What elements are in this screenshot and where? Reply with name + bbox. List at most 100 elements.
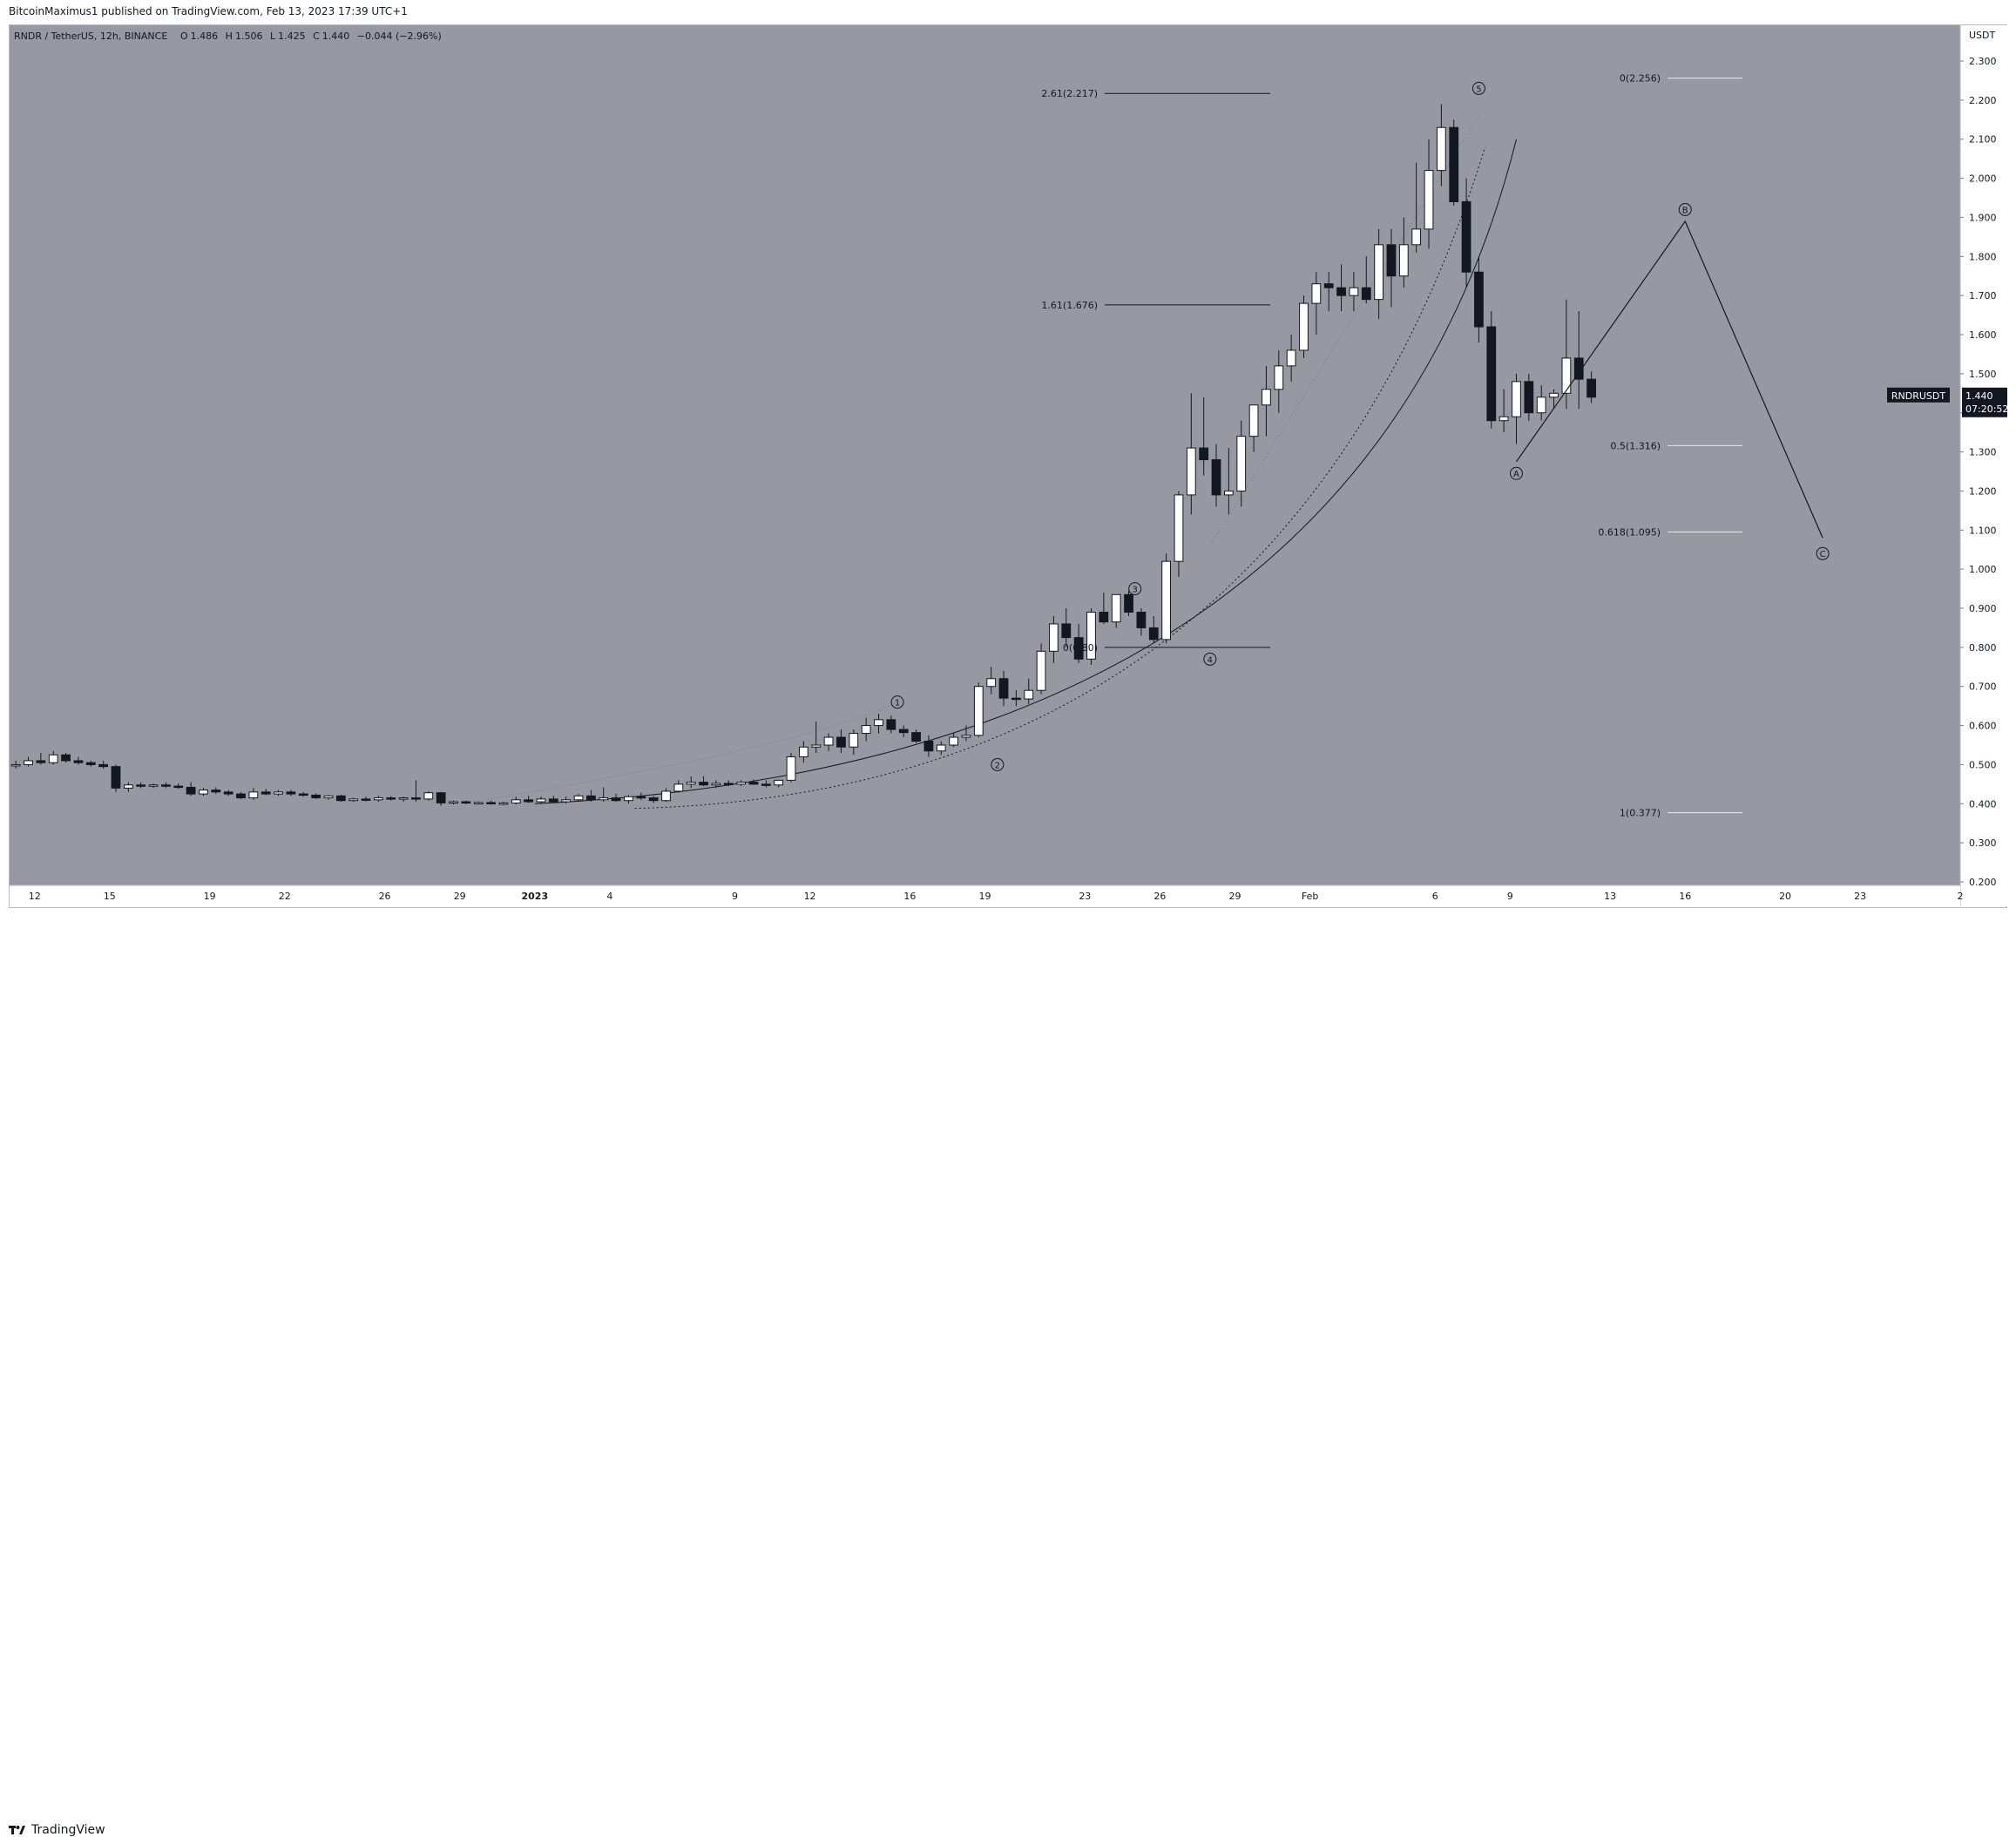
candle-down xyxy=(1061,623,1072,639)
candle-down xyxy=(1449,126,1459,202)
fib-extension-label: 2.61(2.217) xyxy=(1041,88,1098,99)
candle-down xyxy=(73,760,84,763)
candle-down xyxy=(699,782,708,786)
candle-up xyxy=(1174,494,1184,562)
candle-down xyxy=(335,795,346,802)
y-axis-tick-label: 0.300 xyxy=(1969,837,1997,849)
candle-up xyxy=(973,686,984,736)
candle-down xyxy=(486,802,496,804)
wave-label-circle xyxy=(991,757,1005,771)
candle-up xyxy=(686,782,696,785)
candle-up xyxy=(123,784,133,789)
candle-up xyxy=(1161,560,1171,641)
candle-up xyxy=(1049,623,1059,652)
y-axis-tick-label: 0.500 xyxy=(1969,759,1997,770)
candle-down xyxy=(186,786,196,795)
y-axis-tick-label: 1.800 xyxy=(1969,251,1997,262)
candle-up xyxy=(799,746,808,757)
x-axis-tick-label: 9 xyxy=(732,891,738,902)
candle-up xyxy=(624,796,633,802)
y-axis-unit: USDT xyxy=(1969,30,1996,41)
open-label: O xyxy=(180,31,188,42)
wave-label: 2 xyxy=(995,761,1000,770)
candle-down xyxy=(461,801,471,804)
published-by-text: BitcoinMaximus1 published on TradingView… xyxy=(9,5,408,17)
y-axis-tick-label: 1.300 xyxy=(1969,447,1997,458)
candle-up xyxy=(661,790,671,802)
tradingview-logo-text: TradingView xyxy=(31,1823,105,1837)
candle-down xyxy=(311,794,321,799)
candle-up xyxy=(24,760,33,765)
x-axis-tick-label: 19 xyxy=(204,891,216,902)
wave-label: A xyxy=(1513,470,1519,479)
candle-up xyxy=(423,792,434,800)
y-axis-tick-label: 1.200 xyxy=(1969,485,1997,497)
candle-up xyxy=(248,791,259,799)
candle-down xyxy=(911,732,921,742)
candle-down xyxy=(611,797,621,802)
candle-up xyxy=(936,744,946,752)
high-label: H xyxy=(226,31,233,42)
y-axis-tick-label: 1.900 xyxy=(1969,212,1997,223)
candle-down xyxy=(236,793,246,799)
candle-down xyxy=(1461,200,1471,273)
candle-down xyxy=(586,795,596,801)
parabolic-curve xyxy=(534,139,1517,804)
x-axis-tick-label: 15 xyxy=(104,891,116,902)
low-label: L xyxy=(270,31,276,42)
candle-down xyxy=(1573,357,1584,380)
tradingview-logo-icon xyxy=(9,1826,25,1834)
x-axis-tick-label: 20 xyxy=(1779,891,1791,902)
candle-down xyxy=(85,762,96,765)
wave5-trendline xyxy=(1209,115,1479,546)
candle-up xyxy=(673,783,684,792)
legend-ohlc: O 1.486 H 1.506 L 1.425 C 1.440 −0.044 (−2.9… xyxy=(180,31,442,42)
x-axis-tick-label: 16 xyxy=(1679,891,1691,902)
y-axis-tick-label: 2.000 xyxy=(1969,173,1997,185)
candle-up xyxy=(1274,365,1284,390)
y-axis-tick-label: 2.100 xyxy=(1969,134,1997,146)
candle-down xyxy=(1474,271,1484,328)
candle-up xyxy=(573,795,584,801)
x-axis-tick-label: 4 xyxy=(606,891,612,902)
parabolic-support-curve xyxy=(634,146,1486,810)
candle-down xyxy=(1073,637,1084,660)
candle-up xyxy=(1286,349,1296,367)
candle-down xyxy=(436,792,446,803)
symbol-pair-label: RNDR / TetherUS, 12h, BINANCE xyxy=(14,31,167,42)
candle-down xyxy=(1148,627,1159,641)
x-axis-tick-label: 29 xyxy=(454,891,466,902)
candle-up xyxy=(498,802,509,805)
wave-label-circle xyxy=(1678,202,1692,216)
candle-up xyxy=(1349,287,1359,296)
x-axis-tick-label: 2 xyxy=(1958,891,1964,902)
tradingview-logo[interactable]: TradingView xyxy=(9,1823,105,1837)
candle-down xyxy=(1386,244,1397,277)
candle-down xyxy=(1524,381,1534,414)
candle-up xyxy=(1498,416,1509,422)
candle-up xyxy=(986,678,997,688)
candle-down xyxy=(386,797,396,800)
candle-down xyxy=(548,798,558,803)
y-axis-tick-label: 1.000 xyxy=(1969,564,1997,575)
y-axis-tick-label: 1.500 xyxy=(1969,369,1997,380)
candle-down xyxy=(111,766,121,789)
candle-up xyxy=(1299,302,1309,351)
wave-label: 4 xyxy=(1208,655,1213,665)
wave-label-circle xyxy=(1128,582,1142,596)
candle-down xyxy=(998,678,1009,699)
candle-down xyxy=(723,783,734,785)
candle-down xyxy=(1124,593,1133,613)
price-chart[interactable]: 2.61(2.217) 1.61(1.676) 0(0.80) 0(2.256) 0.5… xyxy=(0,0,2016,908)
candle-up xyxy=(861,725,871,735)
candle-up xyxy=(849,733,859,748)
price-tag xyxy=(1962,387,2007,417)
candle-down xyxy=(1586,378,1596,398)
candle-down xyxy=(1486,326,1497,422)
candle-down xyxy=(411,797,421,800)
candle-down xyxy=(648,797,659,802)
y-axis-tick-label: 2.200 xyxy=(1969,95,1997,106)
candle-up xyxy=(1398,244,1409,277)
x-axis-tick-label: 23 xyxy=(1854,891,1866,902)
candle-down xyxy=(1323,283,1334,288)
